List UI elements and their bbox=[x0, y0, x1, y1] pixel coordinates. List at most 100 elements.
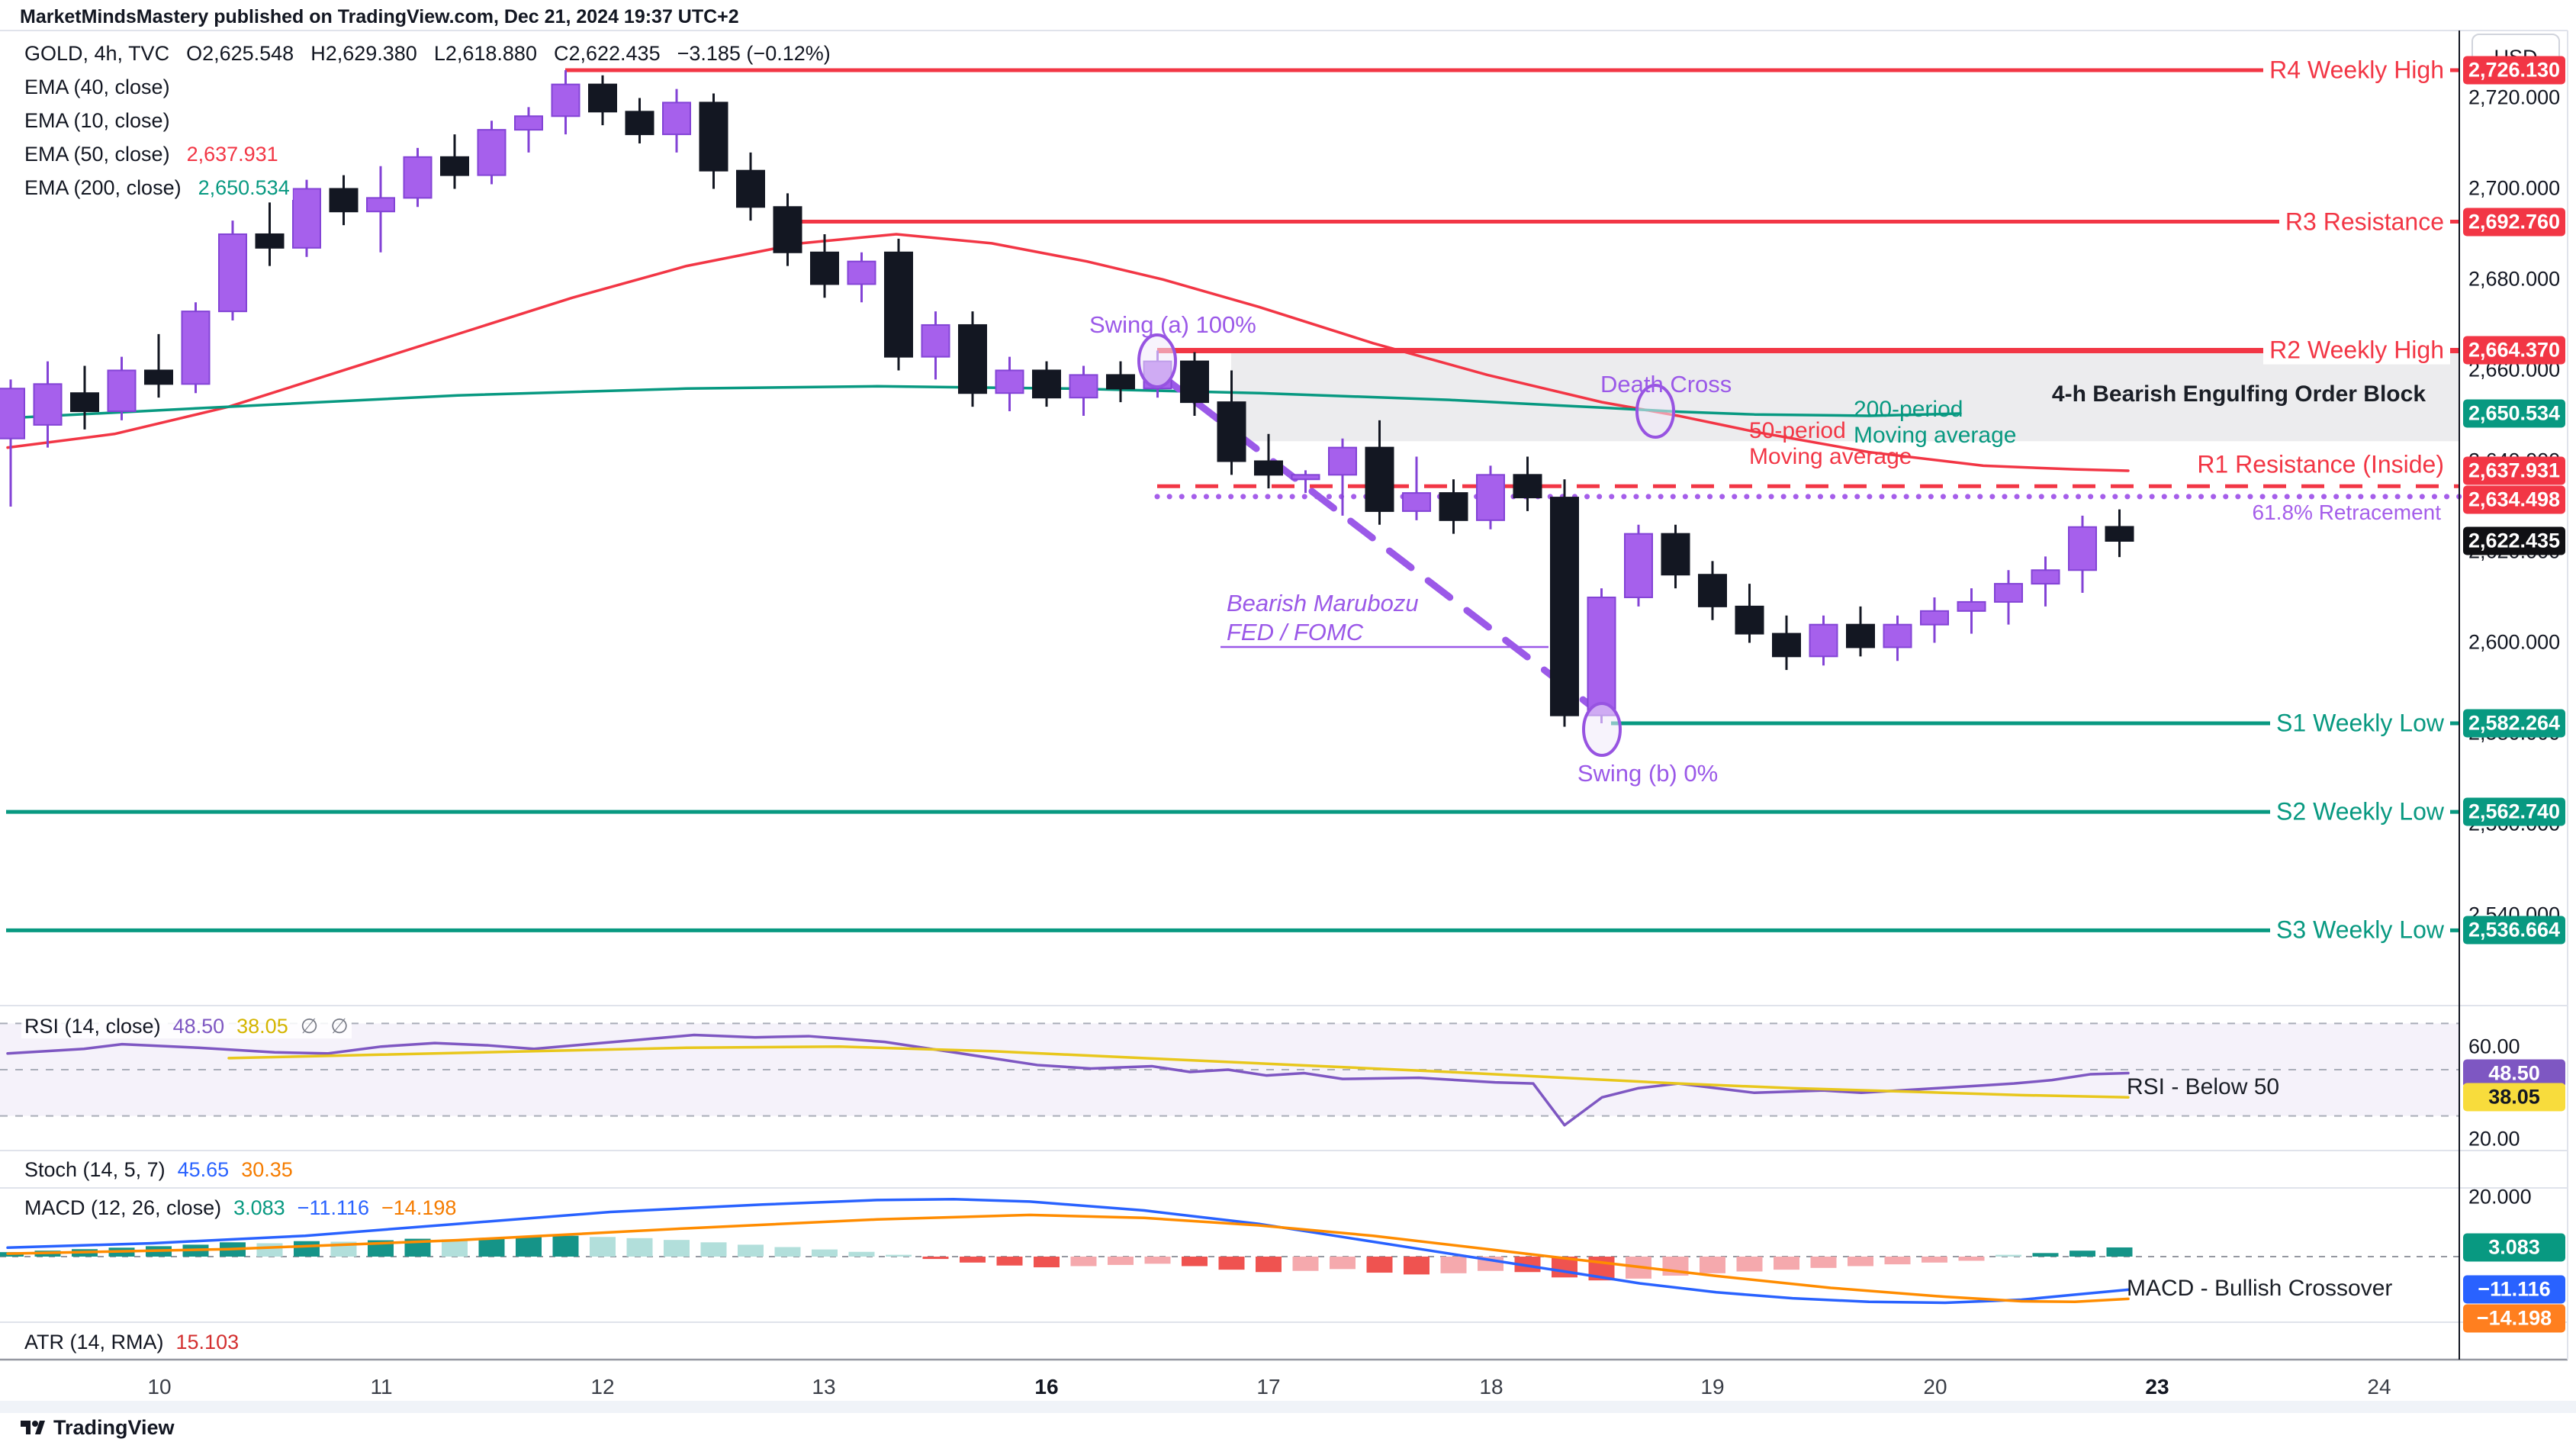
candle-body bbox=[329, 188, 359, 213]
candle-body bbox=[1254, 460, 1283, 476]
candle-body bbox=[181, 311, 211, 385]
legend-value: 30.35 bbox=[241, 1158, 293, 1181]
candle-body bbox=[1032, 369, 1061, 399]
macd-badge: −11.116 bbox=[2463, 1275, 2565, 1304]
macd-histogram-bar bbox=[552, 1235, 579, 1257]
tradingview-logo-text: TradingView bbox=[53, 1415, 175, 1439]
macd-histogram-bar bbox=[626, 1238, 653, 1257]
indicator-legend-row[interactable]: EMA (40, close) bbox=[21, 70, 834, 104]
rsi-legend[interactable]: RSI (14, close) 48.50 38.05 ∅ ∅ bbox=[21, 1015, 352, 1038]
macd-histogram-bar bbox=[1810, 1257, 1837, 1268]
candle-body bbox=[588, 83, 617, 113]
symbol-legend[interactable]: GOLD, 4h, TVC O2,625.548 H2,629.380 L2,618.… bbox=[21, 37, 834, 204]
candle-body bbox=[1587, 596, 1616, 716]
price-badge: 2,622.435 bbox=[2463, 526, 2565, 555]
time-label: 12 bbox=[590, 1375, 615, 1399]
macd-line bbox=[6, 1197, 2130, 1305]
macd-legend[interactable]: MACD (12, 26, close) 3.083 −11.116 −14.198 bbox=[21, 1196, 460, 1220]
price-tick: 2,600.000 bbox=[2468, 630, 2561, 654]
symbol-legend-row[interactable]: GOLD, 4h, TVC O2,625.548 H2,629.380 L2,618.… bbox=[21, 37, 834, 70]
legend-value: MACD (12, 26, close) bbox=[24, 1196, 222, 1219]
candle-body bbox=[440, 156, 469, 176]
macd-histogram-bar bbox=[256, 1243, 283, 1257]
legend-value: EMA (200, close) bbox=[21, 175, 185, 200]
macd-histogram-bar bbox=[848, 1251, 875, 1257]
legend-value: 45.65 bbox=[177, 1158, 230, 1181]
macd-histogram-bar bbox=[294, 1241, 320, 1257]
macd-histogram-bar bbox=[1736, 1257, 1763, 1272]
macd-histogram-bar bbox=[738, 1244, 764, 1257]
indicator-legend-row[interactable]: EMA (10, close) bbox=[21, 104, 834, 137]
macd-histogram-bar bbox=[1440, 1257, 1467, 1273]
time-label: 23 bbox=[2145, 1375, 2169, 1399]
candle-body bbox=[2105, 526, 2134, 542]
order-block-label: 4-h Bearish Engulfing Order Block bbox=[2051, 381, 2426, 407]
bottom-strip bbox=[0, 1401, 2576, 1413]
candle-body bbox=[1624, 533, 1653, 598]
candle-body bbox=[366, 197, 395, 213]
macd-histogram-bar bbox=[442, 1239, 468, 1257]
macd-histogram-bar bbox=[886, 1254, 912, 1257]
macd-histogram-bar bbox=[516, 1237, 542, 1257]
time-label: 20 bbox=[1923, 1375, 1947, 1399]
level-label-r3: R3 Resistance bbox=[2279, 208, 2450, 237]
macd-histogram-bar bbox=[1404, 1257, 1430, 1275]
ema200-line bbox=[6, 385, 1962, 420]
price-badge: 2,582.264 bbox=[2463, 709, 2565, 738]
candle-body bbox=[144, 369, 173, 385]
indicator-legend-row[interactable]: EMA (200, close) 2,650.534 bbox=[21, 171, 834, 204]
macd-histogram-bar bbox=[1848, 1257, 1873, 1267]
candle-body bbox=[1809, 623, 1838, 658]
legend-value: 38.05 bbox=[236, 1015, 288, 1038]
legend-value: H2,629.380 bbox=[307, 41, 420, 66]
rsi-ma-line bbox=[227, 1044, 2130, 1099]
macd-histogram-bar bbox=[1922, 1257, 1947, 1263]
macd-histogram-bar bbox=[2106, 1247, 2133, 1257]
macd-histogram-bar bbox=[774, 1247, 801, 1257]
candle-body bbox=[33, 383, 63, 426]
candle-body bbox=[662, 101, 691, 136]
candle-body bbox=[736, 169, 765, 208]
candle-body bbox=[773, 206, 802, 253]
candle-body bbox=[1106, 374, 1135, 390]
candle-body bbox=[0, 388, 25, 439]
price-tick: 2,700.000 bbox=[2468, 176, 2561, 200]
candle-body bbox=[255, 233, 285, 249]
candle-body bbox=[292, 188, 321, 249]
legend-value: Stoch (14, 5, 7) bbox=[24, 1158, 166, 1181]
candle-body bbox=[1550, 497, 1579, 716]
macd-histogram-bar bbox=[2032, 1253, 2059, 1257]
atr-legend[interactable]: ATR (14, RMA) 15.103 bbox=[21, 1331, 243, 1354]
macd-histogram-bar bbox=[1108, 1257, 1134, 1265]
candle-body bbox=[1439, 492, 1468, 521]
legend-value: 2,637.931 bbox=[183, 142, 281, 166]
order-block-region bbox=[1231, 350, 2459, 442]
indicator-legend-row[interactable]: EMA (50, close) 2,637.931 bbox=[21, 137, 834, 171]
candle-body bbox=[2031, 569, 2060, 585]
legend-value: 15.103 bbox=[175, 1331, 240, 1353]
candle-body bbox=[1291, 474, 1320, 481]
legend-value: O2,625.548 bbox=[183, 41, 297, 66]
rsi-tick: 20.00 bbox=[2468, 1127, 2520, 1151]
candle-body bbox=[551, 83, 580, 117]
stoch-legend[interactable]: Stoch (14, 5, 7) 45.65 30.35 bbox=[21, 1158, 296, 1182]
time-label: 16 bbox=[1034, 1375, 1059, 1399]
tradingview-logo[interactable]: TradingView bbox=[20, 1415, 175, 1440]
candle-body bbox=[995, 369, 1024, 394]
candle-body bbox=[2068, 526, 2097, 571]
swing-a-circle bbox=[1137, 333, 1177, 388]
candle-body bbox=[218, 233, 247, 313]
macd-note: MACD - Bullish Crossover bbox=[2127, 1276, 2393, 1301]
candle-body bbox=[1957, 600, 1986, 612]
macd-signal-line bbox=[6, 1213, 2130, 1304]
price-tick: 2,680.000 bbox=[2468, 267, 2561, 291]
candle-body bbox=[1735, 605, 1764, 635]
macd-histogram-bar bbox=[922, 1257, 949, 1260]
macd-histogram-bar bbox=[1996, 1254, 2021, 1257]
macd-histogram-bar bbox=[664, 1240, 690, 1257]
macd-histogram-bar bbox=[1700, 1257, 1725, 1273]
price-badge: 2,562.740 bbox=[2463, 797, 2565, 826]
time-label: 13 bbox=[812, 1375, 836, 1399]
level-label-r4: R4 Weekly High bbox=[2263, 56, 2450, 85]
